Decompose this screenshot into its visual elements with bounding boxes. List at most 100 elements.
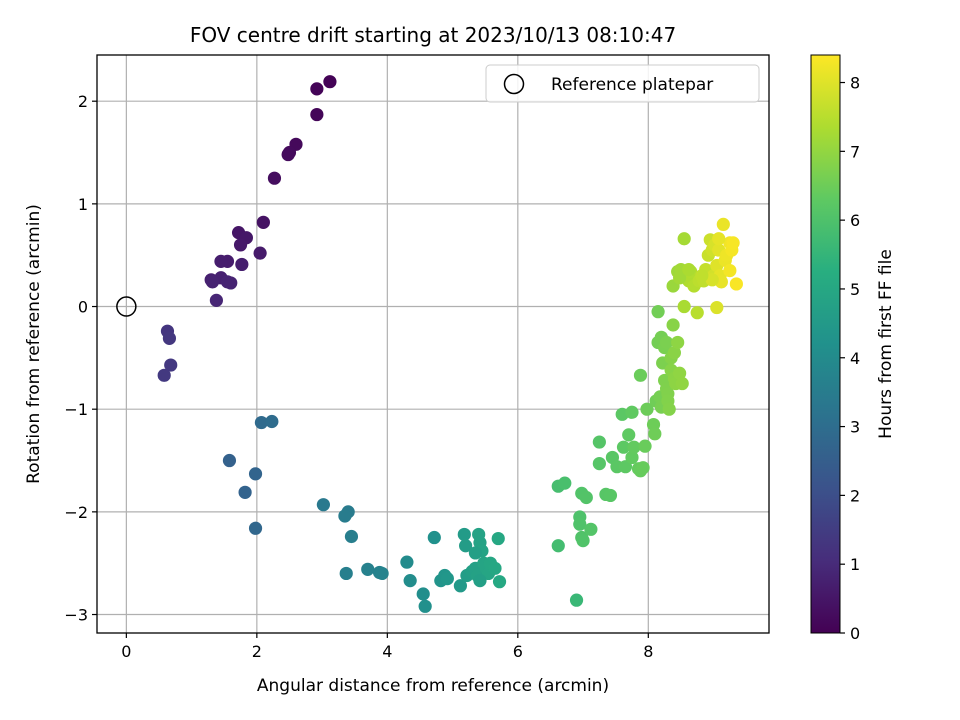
scatter-point [618,460,633,474]
scatter-point [712,232,726,246]
colorbar-tick-label: 5 [850,280,860,299]
y-axis-ticks: −3 −2 −1 0 1 2 [64,92,97,625]
scatter-point [253,246,267,260]
scatter-point [651,305,665,319]
scatter-point [648,427,662,441]
scatter-point [716,217,730,231]
colorbar-tick-label: 0 [850,624,860,643]
colorbar-ticks: 0 1 2 3 4 5 6 7 8 [840,74,860,643]
scatter-point [671,335,685,350]
legend-reference-label: Reference platepar [551,75,713,95]
scatter-point [418,599,432,613]
scatter-point [551,539,565,553]
scatter-point [659,335,674,350]
scatter-point [310,82,324,96]
scatter-point [723,263,737,278]
scatter-point [603,488,618,503]
y-axis-label: Rotation from reference (arcmin) [24,204,44,484]
scatter-point [403,574,417,588]
colorbar-tick-label: 1 [850,555,860,574]
scatter-point [558,476,572,490]
scatter-point [592,457,606,471]
scatter-point [625,405,639,419]
scatter-point [573,517,587,531]
x-axis-label: Angular distance from reference (arcmin) [257,676,609,696]
scatter-point [473,574,487,588]
scatter-point [636,461,650,475]
scatter-point [468,546,483,560]
y-tick-label: −1 [64,400,88,419]
scatter-point [265,414,279,429]
scatter-point [416,587,430,601]
reference-platepar-marker [116,296,137,317]
colorbar-tick-label: 3 [850,418,860,437]
scatter-point [222,453,237,468]
chart-title: FOV centre drift starting at 2023/10/13 … [190,23,676,47]
y-tick-label: −2 [64,503,88,522]
scatter-point [338,509,352,523]
x-axis-ticks: 0 2 4 6 8 [121,633,653,661]
scatter-point [710,300,724,315]
colorbar: 0 1 2 3 4 5 6 7 8 Hours from first FF file [810,54,896,643]
legend-reference-marker [503,73,525,95]
y-tick-label: 2 [78,92,88,111]
scatter-point [625,450,639,465]
scatter-point [726,236,740,250]
scatter-point [457,527,471,542]
colorbar-tick-label: 4 [850,349,860,368]
scatter-point [233,238,248,252]
scatter-point [310,107,324,122]
scatter-point [235,257,249,272]
scatter-point [488,561,502,575]
scatter-point [209,293,223,307]
scatter-point [256,215,270,229]
x-tick-label: 2 [252,642,262,661]
scatter-point [729,277,743,291]
scatter-point [673,271,687,285]
colorbar-tick-label: 2 [850,486,860,505]
scatter-point [267,171,282,185]
scatter-point [164,358,178,372]
y-tick-label: 0 [78,298,88,317]
scatter-point [579,490,593,505]
colorbar-tick-label: 7 [850,142,860,161]
colorbar-tick-label: 6 [850,211,860,230]
scatter-point [677,232,691,246]
x-tick-label: 6 [513,642,523,661]
scatter-point [690,306,704,320]
colorbar-label: Hours from first FF file [876,249,896,439]
y-tick-label: −3 [64,606,88,625]
grid [97,55,769,633]
colorbar-gradient [810,54,841,634]
scatter-point [640,402,654,416]
scatter-point [238,485,252,499]
scatter-point [205,275,220,289]
x-tick-label: 4 [382,642,392,661]
scatter-point [162,331,177,345]
scatter-point [576,534,590,548]
scatter-point [638,439,652,453]
scatter-point [569,593,584,607]
legend-box [485,64,760,103]
scatter-point [673,366,687,380]
scatter-point [400,555,414,569]
scatter-point [682,262,696,277]
scatter-point [492,575,507,589]
scatter-point [662,402,676,416]
x-tick-label: 8 [643,642,653,661]
scatter-point [323,75,337,89]
scatter-point [248,521,263,535]
scatter-point [375,566,389,581]
scatter-point [427,530,441,545]
scatter-point [281,147,295,162]
scatter-point [248,467,263,481]
scatter-point [440,571,454,586]
scatter-point [633,368,648,382]
scatter-point [615,407,629,421]
scatter-point [616,440,631,454]
scatter-point [627,440,641,454]
colorbar-tick-label: 8 [850,74,860,93]
plot-frame [96,54,770,634]
scatter-point [344,529,359,544]
